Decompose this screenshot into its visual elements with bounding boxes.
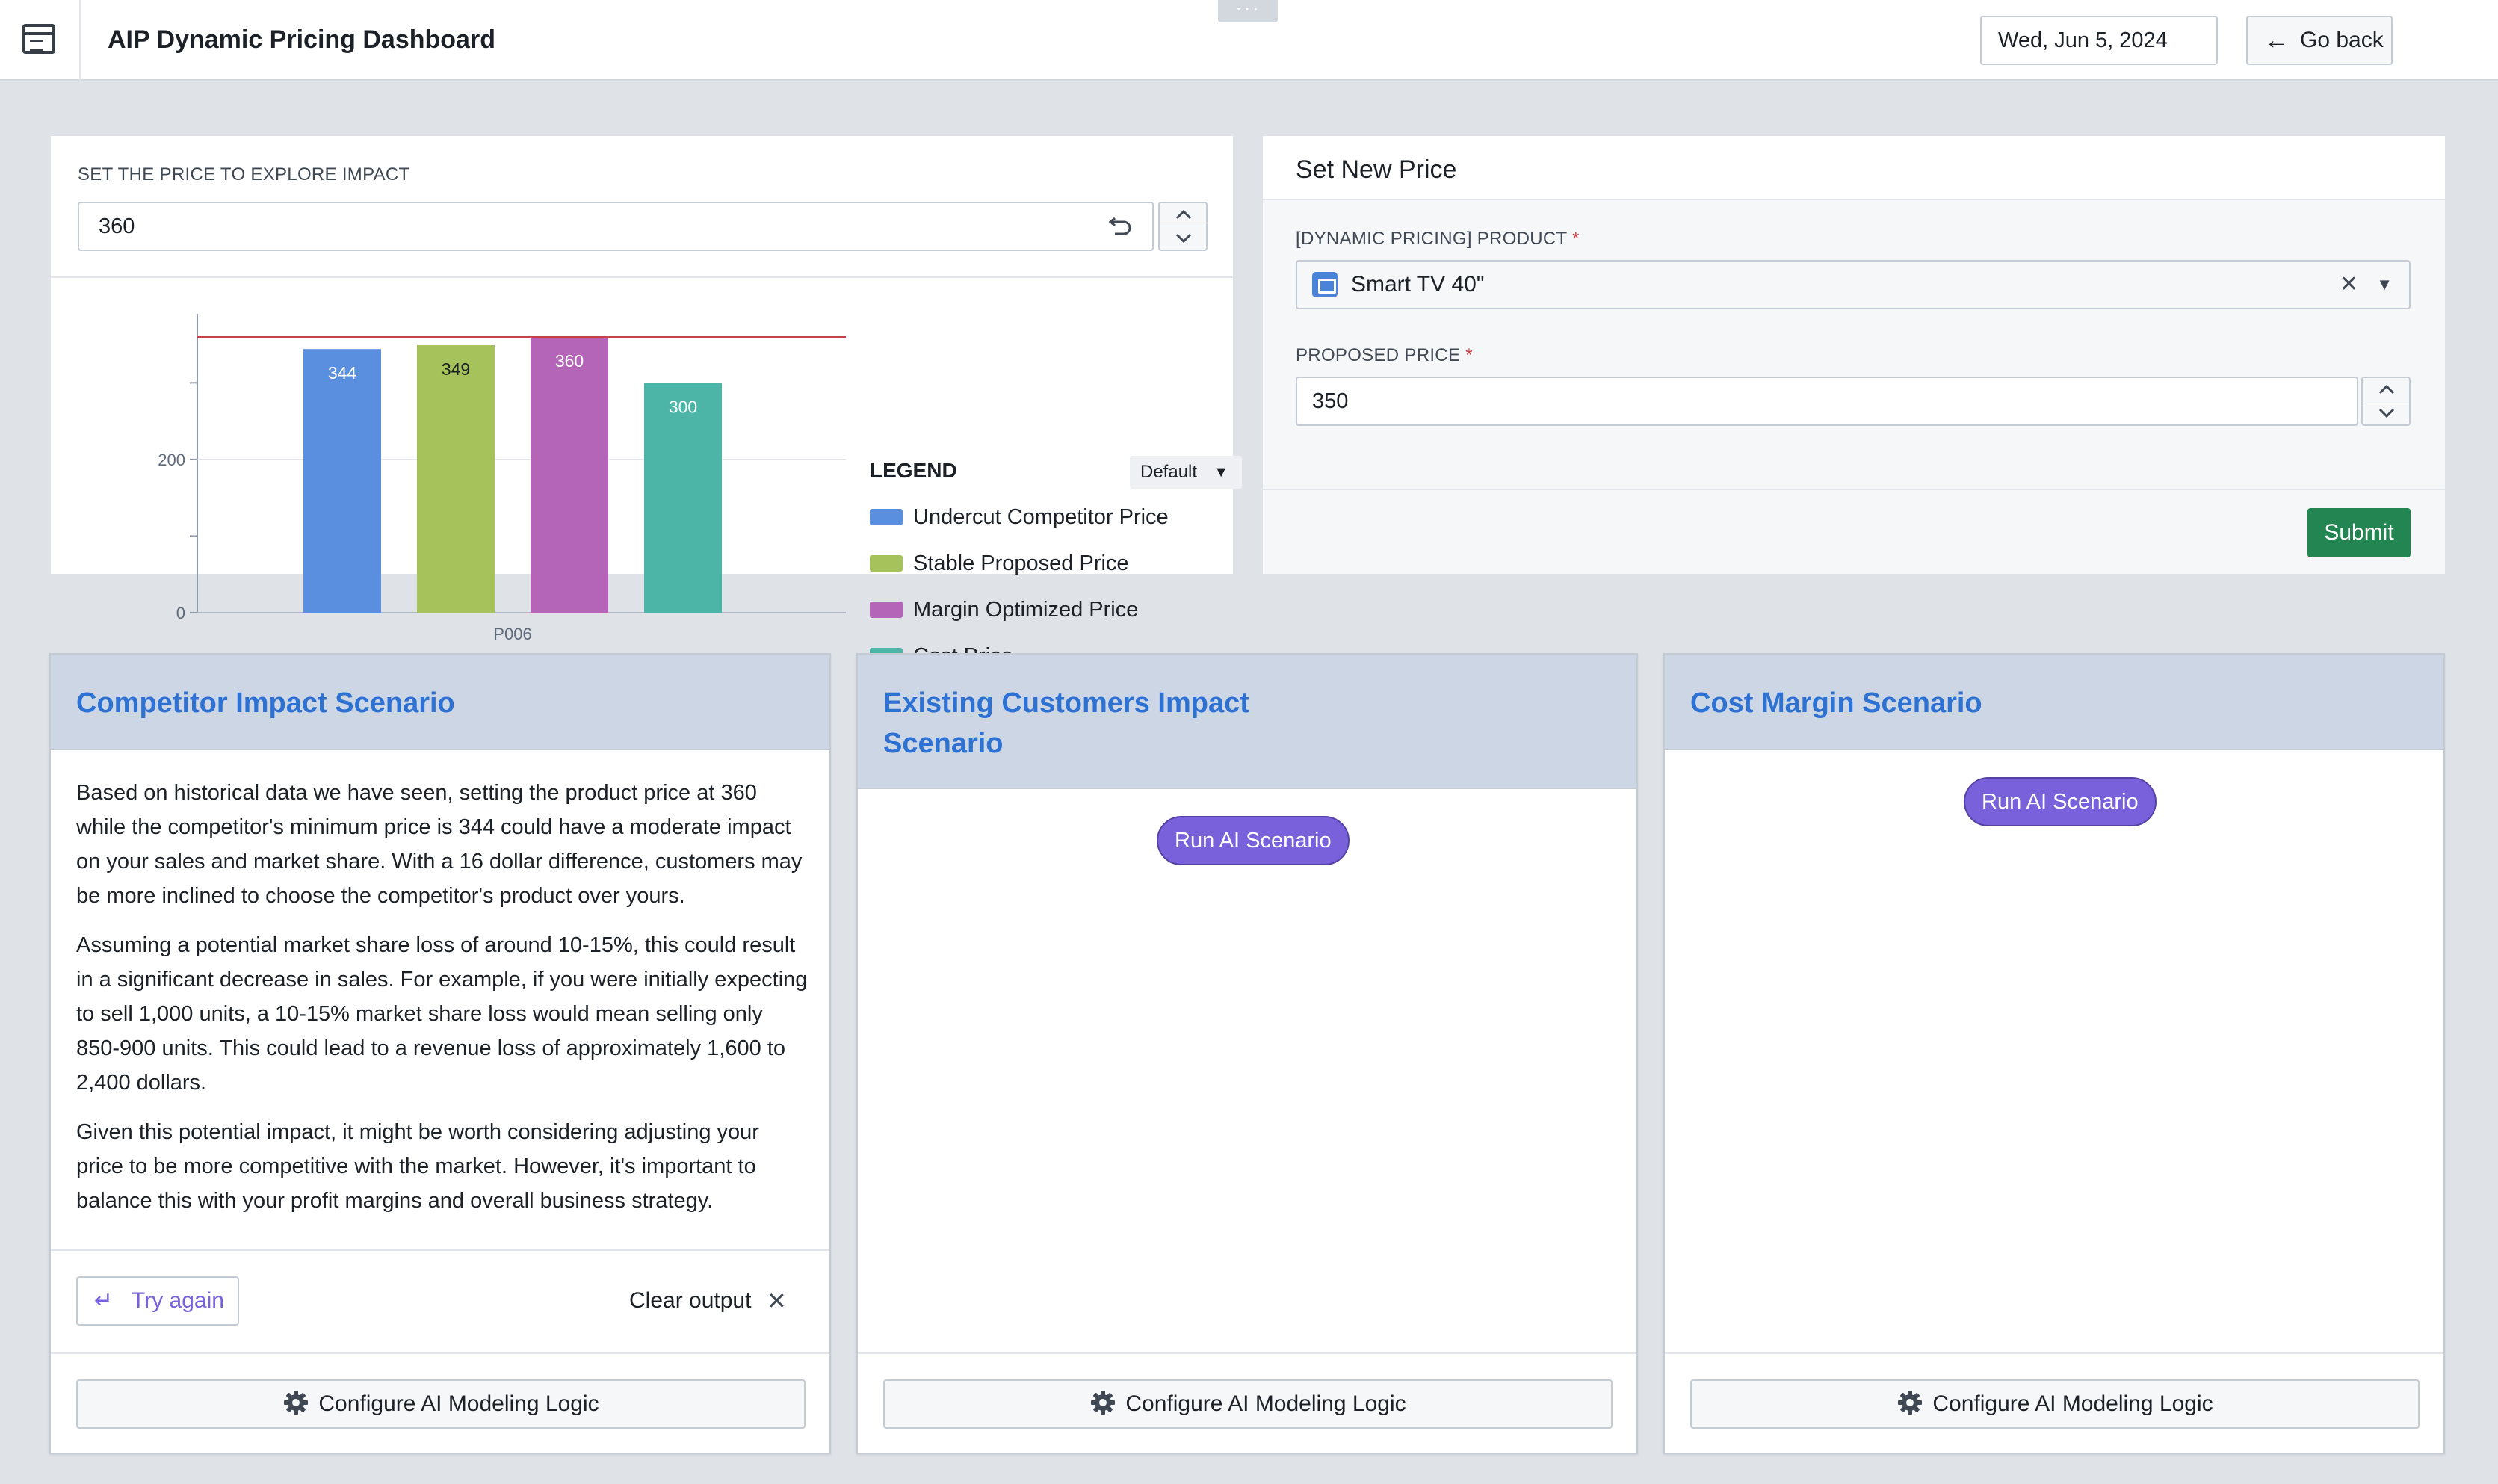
configure-ai-button[interactable]: Configure AI Modeling Logic bbox=[76, 1379, 806, 1429]
legend-label: Margin Optimized Price bbox=[913, 598, 1139, 622]
data-label: 344 bbox=[328, 363, 357, 383]
required-mark: * bbox=[1572, 229, 1580, 249]
app-window-icon[interactable] bbox=[22, 24, 55, 54]
product-select[interactable]: Smart TV 40" ✕ ▼ bbox=[1296, 260, 2411, 309]
product-label: [DYNAMIC PRICING] PRODUCT * bbox=[1296, 229, 1580, 250]
proposed-label-text: PROPOSED PRICE bbox=[1296, 345, 1461, 365]
product-label-text: [DYNAMIC PRICING] PRODUCT bbox=[1296, 229, 1568, 249]
x-tick-label: P006 bbox=[493, 625, 531, 643]
clear-icon[interactable]: ✕ bbox=[2339, 272, 2358, 297]
drag-handle[interactable]: ··· bbox=[1218, 0, 1278, 22]
output-paragraph: Assuming a potential market share loss o… bbox=[76, 933, 808, 1095]
go-back-button[interactable]: ← Go back bbox=[2246, 16, 2393, 65]
try-again-label: Try again bbox=[132, 1288, 224, 1313]
chevron-down-icon bbox=[1175, 233, 1192, 244]
scenario-output: Based on historical data we have seen, s… bbox=[76, 776, 809, 1233]
configure-ai-button[interactable]: Configure AI Modeling Logic bbox=[1690, 1379, 2420, 1429]
y-tick-label: 200 bbox=[158, 451, 185, 469]
bar bbox=[531, 336, 608, 613]
card-separator bbox=[51, 1352, 829, 1354]
data-label: 349 bbox=[442, 359, 470, 379]
header-divider bbox=[79, 0, 81, 81]
legend-title: LEGEND bbox=[870, 459, 957, 482]
run-ai-scenario-button[interactable]: Run AI Scenario bbox=[1157, 816, 1350, 865]
output-paragraph: Based on historical data we have seen, s… bbox=[76, 781, 803, 908]
product-value: Smart TV 40" bbox=[1351, 272, 1485, 297]
set-price-title: Set New Price bbox=[1296, 155, 1457, 184]
enter-icon: ↵ bbox=[94, 1288, 114, 1313]
panel-separator bbox=[51, 276, 1233, 278]
card-separator bbox=[858, 1352, 1636, 1354]
legend-mode-dropdown[interactable]: Default ▼ bbox=[1130, 456, 1242, 489]
increment-button[interactable] bbox=[1160, 203, 1206, 226]
decrement-button[interactable] bbox=[2363, 401, 2409, 424]
proposed-price-stepper[interactable] bbox=[2361, 377, 2411, 426]
product-object-icon bbox=[1312, 272, 1338, 297]
bar bbox=[303, 349, 381, 613]
legend-swatch bbox=[870, 602, 903, 618]
run-ai-scenario-button[interactable]: Run AI Scenario bbox=[1964, 777, 2157, 826]
clear-output-button[interactable]: Clear output ✕ bbox=[629, 1276, 787, 1326]
caret-down-icon: ▼ bbox=[1214, 464, 1228, 480]
close-icon: ✕ bbox=[767, 1287, 787, 1314]
decrement-button[interactable] bbox=[1160, 226, 1206, 250]
proposed-price-input[interactable]: 350 bbox=[1296, 377, 2358, 426]
card-header: Cost Margin Scenario bbox=[1665, 655, 2443, 750]
pricing-bar-chart: 0 200 344 349 360 300 P006 bbox=[158, 314, 846, 643]
data-label: 360 bbox=[555, 351, 584, 371]
page-title: AIP Dynamic Pricing Dashboard bbox=[108, 25, 495, 54]
bar bbox=[417, 345, 495, 613]
card-header: Competitor Impact Scenario bbox=[51, 655, 829, 750]
card-separator bbox=[51, 1249, 829, 1251]
explore-price-value: 360 bbox=[99, 214, 135, 238]
configure-label: Configure AI Modeling Logic bbox=[1932, 1391, 2213, 1416]
card-title: Cost Margin Scenario bbox=[1690, 687, 1982, 719]
card-header: Existing Customers Impact Scenario bbox=[858, 655, 1636, 789]
gear-icon bbox=[1091, 1391, 1116, 1415]
chevron-up-icon bbox=[1175, 209, 1192, 220]
configure-ai-button[interactable]: Configure AI Modeling Logic bbox=[883, 1379, 1613, 1429]
required-mark: * bbox=[1465, 345, 1473, 365]
caret-down-icon[interactable]: ▼ bbox=[2376, 275, 2393, 294]
legend-swatch bbox=[870, 509, 903, 525]
gear-icon bbox=[1898, 1391, 1923, 1415]
explore-price-input[interactable]: 360 bbox=[78, 202, 1154, 251]
go-back-label: Go back bbox=[2300, 28, 2384, 52]
clear-output-label: Clear output bbox=[629, 1288, 752, 1313]
price-explorer-panel: SET THE PRICE TO EXPLORE IMPACT 360 0 200… bbox=[51, 136, 1242, 668]
card-separator bbox=[1665, 1352, 2443, 1354]
legend-label: Stable Proposed Price bbox=[913, 551, 1129, 575]
proposed-price-value: 350 bbox=[1312, 389, 1349, 413]
y-tick-label: 0 bbox=[176, 604, 185, 622]
bar bbox=[644, 383, 722, 613]
arrow-left-icon: ← bbox=[2264, 26, 2290, 55]
gear-icon bbox=[284, 1391, 309, 1415]
proposed-price-label: PROPOSED PRICE * bbox=[1296, 345, 1473, 366]
chevron-up-icon bbox=[2378, 384, 2395, 395]
configure-label: Configure AI Modeling Logic bbox=[318, 1391, 599, 1416]
card-title: Existing Customers Impact Scenario bbox=[883, 687, 1249, 759]
cost-margin-card: Cost Margin Scenario Run AI Scenario Con… bbox=[1663, 653, 2445, 1454]
reset-icon[interactable] bbox=[1107, 214, 1134, 238]
configure-label: Configure AI Modeling Logic bbox=[1125, 1391, 1406, 1416]
increment-button[interactable] bbox=[2363, 378, 2409, 401]
existing-customers-card: Existing Customers Impact Scenario Run A… bbox=[856, 653, 1638, 1454]
card-title: Competitor Impact Scenario bbox=[76, 687, 455, 719]
legend-mode-value: Default bbox=[1140, 462, 1198, 482]
explore-price-stepper[interactable] bbox=[1158, 202, 1208, 251]
explore-price-label: SET THE PRICE TO EXPLORE IMPACT bbox=[78, 164, 410, 185]
competitor-impact-card: Competitor Impact Scenario Based on hist… bbox=[49, 653, 831, 1454]
top-bar: AIP Dynamic Pricing Dashboard ··· Wed, J… bbox=[0, 0, 2498, 81]
legend-swatch bbox=[870, 555, 903, 572]
try-again-button[interactable]: ↵ Try again bbox=[76, 1276, 239, 1326]
date-picker[interactable]: Wed, Jun 5, 2024 bbox=[1980, 16, 2218, 65]
set-new-price-panel: Set New Price [DYNAMIC PRICING] PRODUCT … bbox=[1263, 136, 2445, 574]
data-label: 300 bbox=[669, 397, 697, 416]
set-price-header: Set New Price bbox=[1263, 136, 2445, 200]
legend-label: Undercut Competitor Price bbox=[913, 505, 1169, 529]
form-separator bbox=[1263, 489, 2445, 490]
submit-button[interactable]: Submit bbox=[2307, 508, 2411, 557]
output-paragraph: Given this potential impact, it might be… bbox=[76, 1120, 759, 1213]
chevron-down-icon bbox=[2378, 408, 2395, 418]
